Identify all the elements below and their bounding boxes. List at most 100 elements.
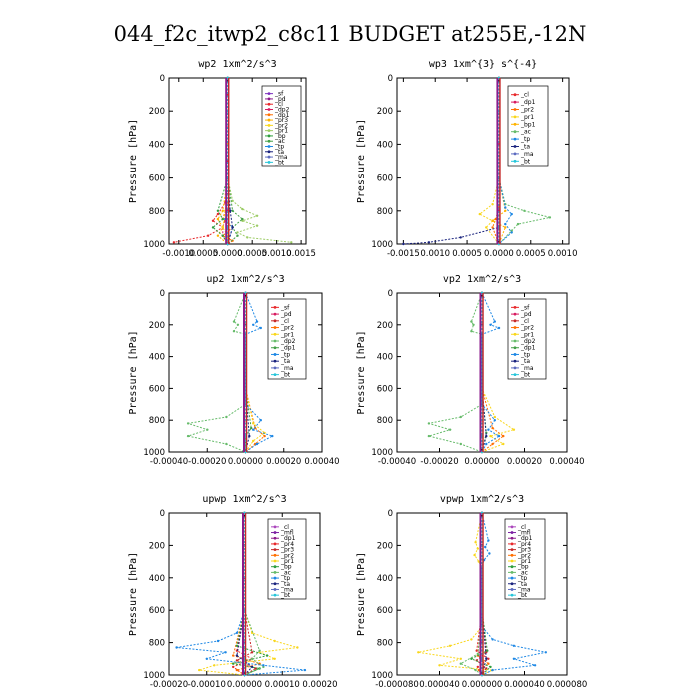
data-point	[252, 422, 255, 425]
x-tick-label: 0.00000	[464, 457, 499, 467]
data-point	[488, 552, 491, 555]
x-tick-label: 0.0010	[420, 249, 450, 259]
legend-marker	[510, 553, 514, 557]
legend-marker	[513, 93, 517, 97]
data-point	[493, 320, 496, 323]
y-tick-label: 800	[377, 207, 393, 217]
data-point	[248, 434, 251, 438]
data-point	[255, 442, 259, 446]
legend-marker	[267, 113, 271, 117]
data-point	[198, 668, 201, 672]
legend-marker	[267, 145, 271, 148]
x-tick-label: 0.00020	[302, 680, 337, 690]
y-tick-label: 400	[377, 574, 393, 584]
legend: _cl_mfl_dp1_pr4_pr3_pr2_pr1_bp_ac_tp_ta_…	[504, 518, 546, 600]
x-tick-label: 0.0000	[213, 249, 243, 259]
legend-label: _dp1	[280, 535, 296, 542]
legend-marker	[513, 353, 517, 356]
legend-entry: _bp	[265, 133, 286, 140]
data-point	[262, 664, 265, 667]
data-point	[474, 668, 477, 672]
legend-marker	[273, 588, 277, 591]
data-point	[235, 668, 239, 672]
data-point	[236, 231, 239, 234]
legend-entry: _pr2	[508, 552, 531, 559]
legend-label: _cl	[280, 318, 289, 325]
y-tick-label: 0	[160, 74, 165, 84]
data-point	[544, 651, 547, 654]
data-point	[211, 226, 215, 229]
x-tick-label: -0.000080	[375, 680, 419, 690]
legend-entry: _dp1	[511, 345, 536, 352]
data-point	[477, 668, 480, 672]
data-point	[510, 212, 513, 216]
legend-marker	[267, 129, 271, 133]
data-point	[510, 231, 513, 234]
legend-entry: _ta	[511, 144, 530, 151]
legend-marker	[273, 326, 277, 329]
data-point	[459, 662, 462, 665]
data-point	[241, 217, 244, 221]
legend-entry: _cl	[511, 92, 529, 99]
legend-label: _pr1	[280, 558, 294, 565]
data-point	[252, 439, 255, 443]
legend-box	[267, 298, 307, 380]
legend-entry: _pr4	[271, 541, 294, 548]
legend-marker	[513, 373, 517, 377]
legend-label: _pr2	[517, 552, 531, 559]
legend-label: _mfl	[280, 530, 294, 537]
data-point	[427, 422, 431, 425]
x-tick-label: -0.00040	[378, 457, 416, 467]
legend-marker	[273, 548, 277, 552]
legend-label: _ta	[517, 581, 527, 588]
legend-entry: _ac	[271, 569, 291, 576]
legend-marker	[510, 559, 514, 563]
data-point	[221, 226, 224, 229]
legend-entry: _ta	[265, 149, 284, 156]
series-line	[478, 78, 500, 245]
legend-label: _cl	[517, 524, 526, 531]
legend-entry: _bp	[508, 564, 529, 571]
data-point	[491, 426, 494, 430]
legend-label: _ta	[280, 358, 290, 365]
data-point	[459, 442, 462, 446]
data-point	[489, 434, 492, 438]
legend-label: _mfl	[517, 530, 531, 537]
legend-entry: _ta	[271, 581, 290, 588]
x-tick-label: 0.00040	[549, 457, 584, 467]
legend-marker	[513, 319, 517, 323]
data-point	[491, 442, 494, 446]
y-axis-label: Pressure [hPa]	[356, 119, 367, 203]
data-point	[232, 662, 235, 665]
legend-marker	[510, 525, 514, 529]
legend-entry: _tp	[271, 575, 290, 582]
data-point	[493, 419, 496, 422]
y-tick-label: 800	[149, 639, 165, 649]
legend-label: _bp	[517, 564, 529, 571]
data-point	[232, 665, 235, 669]
legend-label: _tp	[520, 351, 530, 358]
x-tick-label: 0.0005	[237, 249, 267, 259]
data-point	[273, 657, 276, 660]
legend-entry: _bp1	[511, 121, 536, 128]
data-point	[254, 667, 257, 670]
legend-entry: _sf	[511, 304, 530, 311]
data-point	[206, 234, 210, 237]
series-line	[418, 512, 495, 676]
data-point	[489, 323, 492, 326]
legend-marker	[273, 565, 277, 569]
data-point	[476, 665, 479, 669]
series-line	[227, 78, 244, 245]
legend-marker	[513, 346, 517, 350]
legend-entry: _pr1	[271, 558, 294, 565]
legend-marker	[273, 346, 277, 350]
legend-label: _cl	[274, 101, 283, 108]
data-point	[533, 664, 537, 667]
legend-marker	[267, 118, 271, 122]
legend-marker	[273, 559, 277, 563]
legend-entry: _bt	[511, 158, 531, 165]
legend-marker	[273, 339, 277, 343]
legend-entry: _mfl	[271, 530, 294, 537]
legend-entry: _bt	[271, 592, 291, 599]
data-point	[417, 651, 420, 654]
